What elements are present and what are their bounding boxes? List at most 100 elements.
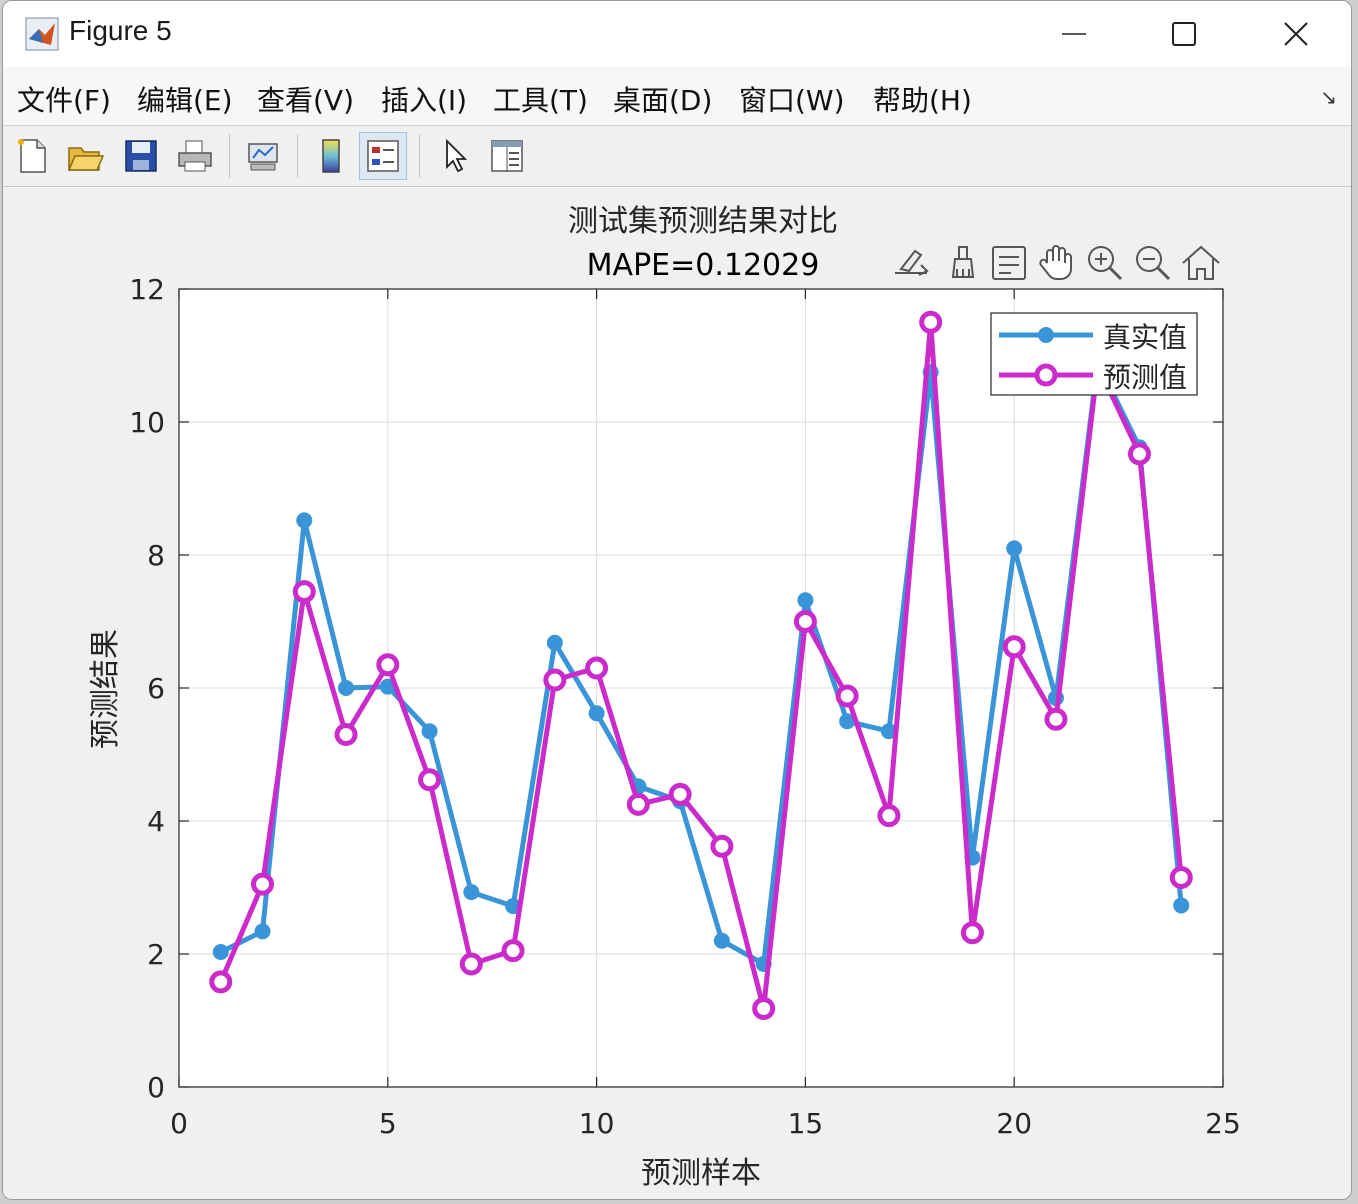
pan-icon[interactable] bbox=[1039, 245, 1072, 280]
data-point bbox=[212, 944, 229, 961]
legend-box bbox=[990, 312, 1198, 396]
dock-figure-button[interactable]: ↘ bbox=[1320, 85, 1337, 109]
colorbar-button[interactable] bbox=[307, 132, 355, 180]
save-button[interactable] bbox=[117, 132, 165, 180]
minimize-icon bbox=[1062, 33, 1086, 35]
chart-subtitle: MAPE=0.12029 bbox=[587, 248, 820, 283]
data-point bbox=[585, 656, 609, 680]
legend-label-actual: 真实值 bbox=[1103, 321, 1187, 354]
figure-canvas: 0 5 10 15 20 25 0 2 4 6 8 10 12 测试集预测结果对比 MAPE=0.120… bbox=[3, 187, 1351, 1199]
close-icon bbox=[1284, 22, 1308, 46]
y-tick-label: 8 bbox=[147, 539, 165, 572]
menu-desktop[interactable]: 桌面(D) bbox=[613, 84, 713, 117]
menu-file[interactable]: 文件(F) bbox=[17, 84, 111, 117]
x-axis-label: 预测样本 bbox=[641, 1156, 761, 1191]
data-point bbox=[251, 872, 275, 896]
link-plot-icon bbox=[248, 143, 278, 171]
brush-export-icon[interactable] bbox=[895, 249, 929, 276]
zoom-in-icon[interactable] bbox=[1088, 246, 1123, 281]
y-tick-label: 2 bbox=[147, 938, 165, 971]
link-plot-button[interactable] bbox=[239, 132, 287, 180]
maximize-button[interactable] bbox=[1129, 1, 1239, 67]
menu-bar: 文件(F) 编辑(E) 查看(V) 插入(I) 工具(T) 桌面(D) 窗口(W… bbox=[3, 67, 1351, 126]
print-button[interactable] bbox=[171, 132, 219, 180]
data-point bbox=[835, 684, 859, 708]
x-tick-label: 10 bbox=[579, 1107, 615, 1140]
data-point bbox=[376, 653, 400, 677]
figure-toolbar bbox=[3, 126, 1351, 187]
data-point bbox=[880, 723, 897, 740]
data-point bbox=[1002, 635, 1026, 659]
property-inspector-button[interactable] bbox=[483, 132, 531, 180]
data-point bbox=[877, 804, 901, 828]
data-point bbox=[459, 952, 483, 976]
open-file-button[interactable] bbox=[61, 132, 109, 180]
pointer-icon bbox=[446, 138, 468, 173]
data-point bbox=[710, 834, 734, 858]
data-point bbox=[543, 668, 567, 692]
legend-label-predicted: 预测值 bbox=[1103, 361, 1187, 394]
data-point bbox=[793, 610, 817, 633]
data-point bbox=[797, 592, 814, 609]
data-point bbox=[292, 580, 316, 604]
data-point bbox=[960, 921, 984, 945]
legend[interactable]: 真实值 预测值 bbox=[990, 312, 1198, 396]
legend-icon bbox=[367, 140, 399, 172]
menu-window[interactable]: 窗口(W) bbox=[739, 84, 845, 117]
data-tip-icon[interactable] bbox=[992, 246, 1026, 280]
data-point bbox=[296, 512, 313, 529]
colorbar-icon bbox=[322, 139, 340, 173]
pointer-button[interactable] bbox=[431, 132, 479, 180]
x-tick-label: 5 bbox=[379, 1107, 397, 1140]
data-point bbox=[463, 884, 480, 901]
series-line bbox=[218, 319, 1184, 1011]
data-point bbox=[588, 705, 605, 722]
series-predicted bbox=[209, 310, 1193, 1021]
data-point bbox=[421, 723, 438, 740]
data-point bbox=[209, 970, 233, 994]
y-tick-label: 10 bbox=[129, 406, 165, 439]
data-point bbox=[1127, 442, 1151, 466]
legend-marker-actual bbox=[1038, 327, 1054, 343]
open-file-icon bbox=[67, 147, 105, 171]
matlab-logo-icon bbox=[25, 17, 59, 51]
chart-title: 测试集预测结果对比 bbox=[568, 204, 838, 239]
menu-insert[interactable]: 插入(I) bbox=[381, 84, 468, 117]
menu-tools[interactable]: 工具(T) bbox=[493, 84, 588, 117]
data-point bbox=[1173, 897, 1190, 914]
data-point bbox=[1006, 540, 1023, 557]
y-tick-label: 6 bbox=[147, 672, 165, 705]
property-inspector-icon bbox=[491, 140, 523, 172]
save-icon bbox=[125, 140, 157, 172]
data-point bbox=[1169, 866, 1193, 890]
zoom-out-icon[interactable] bbox=[1136, 246, 1171, 281]
axes-box bbox=[178, 288, 1224, 1088]
y-tick-label: 4 bbox=[147, 805, 165, 838]
chart: 0 5 10 15 20 25 0 2 4 6 8 10 12 测试集预测结果对比 MAPE=0.120… bbox=[88, 204, 1241, 1191]
new-figure-button[interactable] bbox=[9, 132, 57, 180]
new-figure-icon bbox=[18, 139, 46, 173]
close-button[interactable] bbox=[1241, 1, 1351, 67]
x-tick-label: 20 bbox=[996, 1107, 1032, 1140]
data-point bbox=[546, 634, 563, 651]
legend-marker-predicted bbox=[1034, 363, 1058, 387]
menu-help[interactable]: 帮助(H) bbox=[873, 84, 972, 117]
data-point bbox=[334, 723, 358, 747]
data-point bbox=[668, 782, 692, 806]
data-brush-icon[interactable] bbox=[951, 246, 975, 278]
data-point bbox=[418, 768, 442, 792]
y-tick-label: 12 bbox=[129, 273, 165, 306]
axes-toolbar bbox=[895, 245, 1220, 281]
y-tick-label: 0 bbox=[147, 1071, 165, 1104]
data-point bbox=[919, 310, 943, 334]
home-icon[interactable] bbox=[1182, 245, 1220, 280]
data-point bbox=[501, 939, 525, 963]
menu-edit[interactable]: 编辑(E) bbox=[137, 84, 233, 117]
data-point bbox=[839, 713, 856, 730]
menu-view[interactable]: 查看(V) bbox=[257, 84, 355, 117]
data-point bbox=[626, 792, 650, 816]
x-tick-label: 25 bbox=[1205, 1107, 1241, 1140]
minimize-button[interactable] bbox=[1019, 1, 1129, 67]
legend-button[interactable] bbox=[359, 132, 407, 180]
tick-labels: 0 5 10 15 20 25 0 2 4 6 8 10 12 bbox=[129, 273, 1240, 1140]
